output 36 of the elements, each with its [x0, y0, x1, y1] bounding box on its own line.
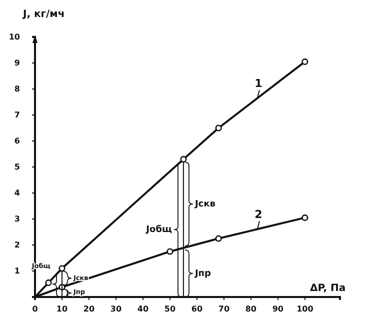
annotation: Jобщ: [145, 224, 172, 236]
y-tick-label: 6: [14, 136, 20, 146]
y-tick-label: 2: [14, 240, 20, 250]
point: [215, 124, 222, 132]
y-tick-label: 3: [14, 214, 20, 224]
x-axis-title: ΔP, Па: [310, 283, 346, 294]
y-axis-title: J, кг/мч: [22, 9, 65, 20]
x-tick-label: 80: [245, 304, 257, 314]
series-label: 2: [254, 208, 262, 222]
x-tick-label: 20: [83, 304, 95, 314]
series-label: 1: [254, 77, 262, 90]
x-tick-label: 30: [110, 304, 122, 314]
point: [302, 214, 308, 221]
y-tick-label: 1: [14, 266, 20, 276]
x-tick-label: 90: [272, 304, 284, 314]
annotation: Jскв: [194, 200, 216, 210]
y-tick-label: 7: [14, 110, 20, 120]
y-tick-label: 4: [14, 188, 20, 198]
point: [45, 279, 52, 286]
point: [180, 156, 187, 162]
x-tick-label: 70: [218, 304, 230, 314]
point: [166, 248, 174, 255]
x-tick-label: 50: [164, 304, 176, 314]
x-tick-label: 0: [32, 304, 38, 314]
y-tick-label: 5: [14, 162, 20, 172]
x-tick-label: 100: [296, 304, 314, 314]
x-tick-label: 60: [191, 304, 203, 314]
y-tick-label: 10: [8, 32, 20, 42]
point: [302, 58, 308, 65]
x-tick-label: 40: [137, 304, 149, 314]
annotation: Jпр: [194, 268, 212, 279]
point: [215, 235, 222, 242]
x-tick-label: 10: [56, 304, 68, 314]
y-tick-label: 8: [14, 84, 20, 94]
point: [58, 265, 66, 272]
y-tick-label: 9: [14, 58, 20, 68]
